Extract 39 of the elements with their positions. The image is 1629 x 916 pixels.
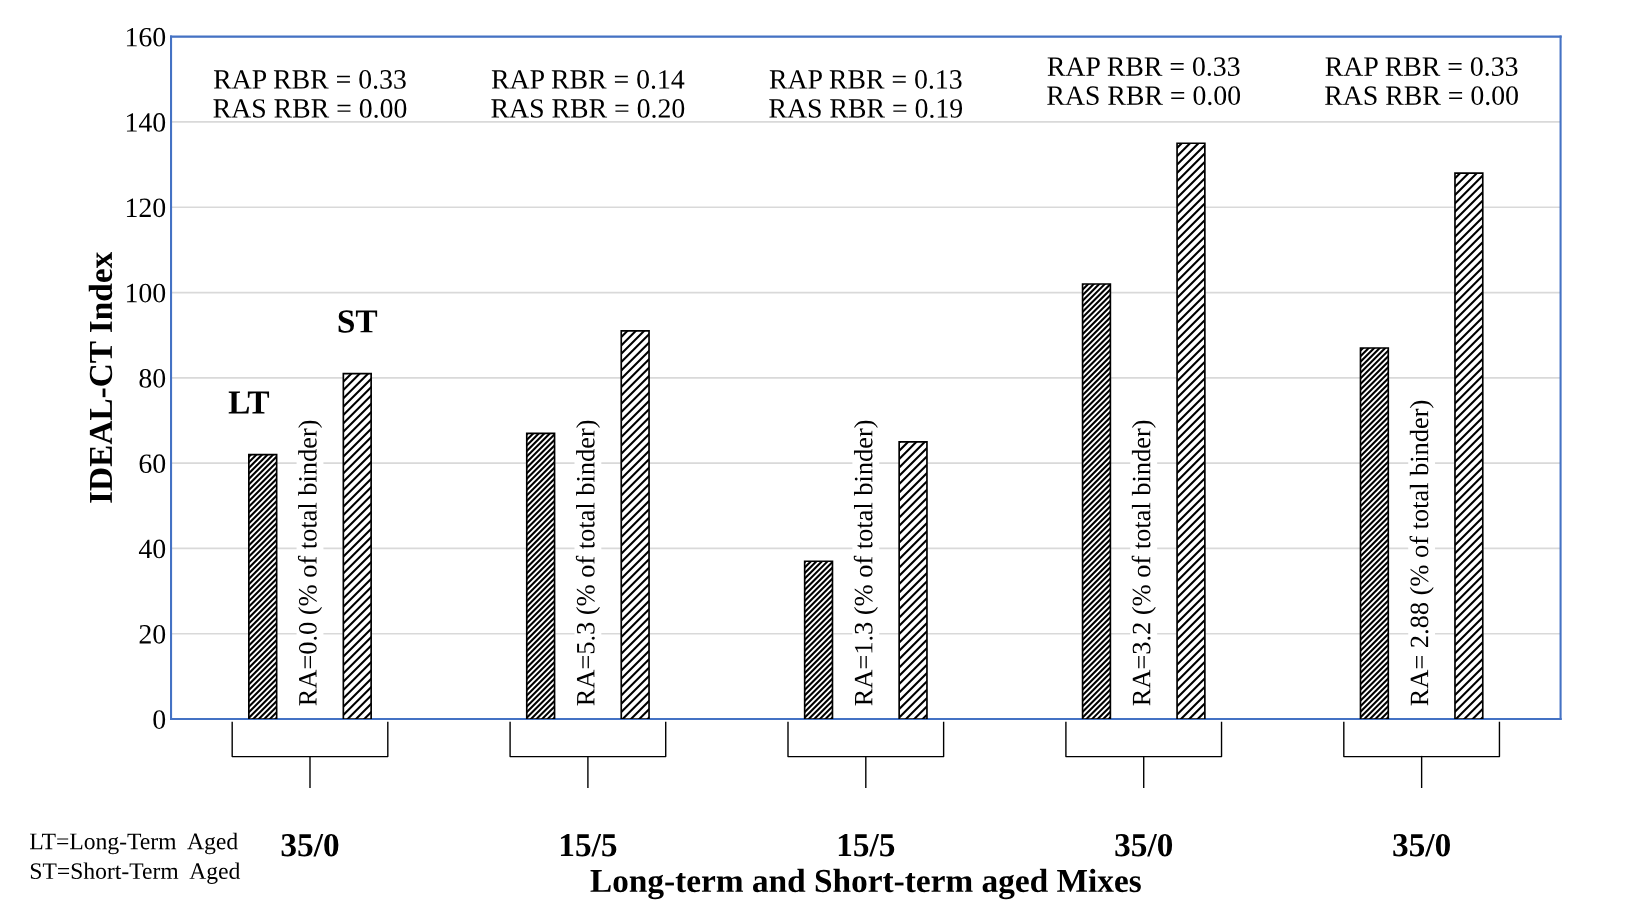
y-tick-label: 100 xyxy=(126,283,166,303)
annotation: RA=3.2 (% of total binder) xyxy=(1131,420,1156,706)
annotation: RA=1.3 (% of total binder) xyxy=(853,420,878,706)
annotation: RAP RBR = 0.33 RAS RBR = 0.00 xyxy=(1047,57,1241,106)
bar xyxy=(1176,142,1206,720)
y-tick-label: 160 xyxy=(126,27,166,47)
y-tick-label: 140 xyxy=(126,113,166,132)
annotation: RA=0.0 (% of total binder) xyxy=(297,420,323,706)
x-tick-label: 15/5 xyxy=(838,834,895,857)
bar xyxy=(1081,283,1112,720)
bar xyxy=(342,372,372,720)
y-tick-label: 120 xyxy=(126,198,166,218)
annotation: RA= 2.88 (% of total binder) xyxy=(1409,400,1434,706)
bar xyxy=(1454,172,1484,720)
x-tick-label: 35/0 xyxy=(1393,833,1450,857)
x-tick-label: 35/0 xyxy=(281,833,339,857)
y-tick-label: 40 xyxy=(138,539,166,559)
y-tick-label: 20 xyxy=(139,624,166,644)
annotation: RAP RBR = 0.33 RAS RBR = 0.00 xyxy=(1325,57,1518,106)
bar xyxy=(1359,347,1390,720)
series-label: LT xyxy=(228,391,270,414)
y-axis-title: IDEAL-CT Index xyxy=(88,251,113,503)
annotation: RAP RBR = 0.33 RAS RBR = 0.00 xyxy=(213,70,407,118)
bar xyxy=(898,440,928,720)
bar xyxy=(803,560,834,720)
bar xyxy=(620,330,650,720)
x-axis-title: Long-term and Short-term aged Mixes xyxy=(590,868,1141,900)
text: LT=Long-Term Aged ST=Short-Term Aged xyxy=(30,832,241,884)
annotation: RA=5.3 (% of total binder) xyxy=(575,420,601,706)
x-tick-label: 15/5 xyxy=(560,834,617,857)
x-tick-label: 35/0 xyxy=(1115,833,1173,857)
annotation: RAP RBR = 0.14 RAS RBR = 0.20 xyxy=(491,70,685,118)
series-label: ST xyxy=(338,310,378,333)
bar xyxy=(248,453,278,720)
y-tick-label: 0 xyxy=(153,710,166,729)
y-tick-label: 80 xyxy=(139,369,166,388)
y-tick-label: 60 xyxy=(139,454,166,474)
annotation: RAP RBR = 0.13 RAS RBR = 0.19 xyxy=(769,70,963,118)
bar xyxy=(525,432,556,720)
